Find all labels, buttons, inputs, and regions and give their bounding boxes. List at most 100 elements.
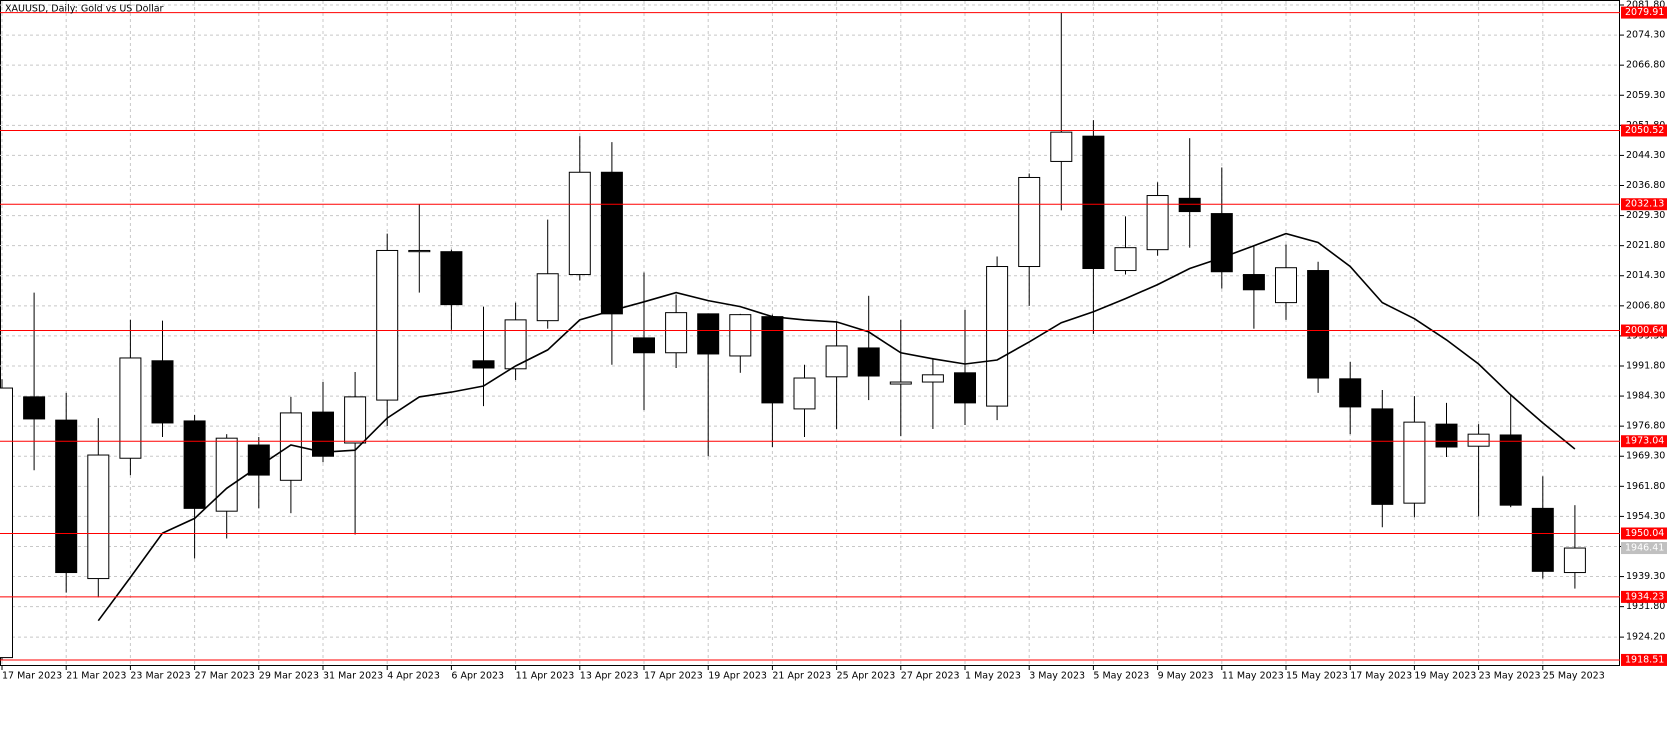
candle-body (183, 420, 206, 509)
candle-body (215, 437, 238, 512)
candle-body (954, 372, 976, 404)
y-tick-label: 2059.30 (1626, 90, 1665, 101)
candle-body (889, 381, 912, 385)
x-tick-label: 9 May 2023 (1158, 671, 1214, 682)
y-tick-label: 2029.30 (1626, 210, 1665, 221)
x-tick-label: 3 May 2023 (1029, 671, 1085, 682)
candle-body (921, 374, 944, 383)
level-tag (1621, 124, 1667, 137)
level-label: 2050.52 (1625, 125, 1664, 136)
y-tick-label: 2044.30 (1626, 150, 1665, 161)
level-tag (1621, 527, 1667, 540)
x-tick-label: 17 May 2023 (1350, 671, 1412, 682)
candle-body (697, 313, 720, 355)
marks (0, 12, 1620, 661)
candle-body (857, 347, 880, 377)
x-tick-label: 21 Apr 2023 (772, 671, 831, 682)
candle-body (1563, 547, 1586, 574)
level-label: 1950.04 (1625, 528, 1664, 539)
y-tick-label: 1961.80 (1626, 481, 1665, 492)
x-tick-label: 23 May 2023 (1479, 671, 1541, 682)
candle-body (1307, 270, 1330, 379)
moving-average (97, 232, 1576, 622)
level-tag (1621, 198, 1667, 211)
y-tick-label: 2006.80 (1626, 300, 1665, 311)
x-tick-label: 15 May 2023 (1286, 671, 1348, 682)
candle-body (793, 377, 816, 410)
candle-body (986, 266, 1009, 407)
y-tick-label: 2081.80 (1626, 0, 1665, 11)
candle-body (472, 360, 495, 369)
x-tick-label: 21 Mar 2023 (66, 671, 126, 682)
x-tick-label: 31 Mar 2023 (323, 671, 383, 682)
candle-body (1371, 408, 1394, 505)
level-tag (1621, 653, 1667, 666)
candle-body (1275, 267, 1297, 304)
candle-body (1210, 213, 1233, 273)
y-tick-label: 2066.80 (1626, 60, 1665, 71)
x-tick-label: 13 Apr 2023 (580, 671, 639, 682)
x-tick-label: 25 May 2023 (1543, 671, 1605, 682)
x-tick-label: 5 May 2023 (1093, 671, 1149, 682)
y-tick-label: 2021.80 (1626, 240, 1665, 251)
candle-body (1082, 135, 1105, 270)
x-tick-label: 29 Mar 2023 (259, 671, 319, 682)
candle-body (633, 337, 655, 354)
level-tag (1621, 435, 1667, 448)
candle-body (344, 396, 367, 444)
y-tick-label: 2036.80 (1626, 180, 1665, 191)
x-tick-label: 11 Apr 2023 (516, 671, 575, 682)
x-tick-label: 17 Mar 2023 (2, 671, 62, 682)
candle-body (1531, 507, 1554, 572)
y-tick-label: 1954.30 (1626, 511, 1665, 522)
level-label: 1934.23 (1625, 591, 1664, 602)
level-label: 1918.51 (1625, 654, 1664, 665)
candle-body (665, 312, 688, 354)
y-tick-label: 1939.30 (1626, 571, 1665, 582)
y-tick-label: 1924.20 (1626, 632, 1665, 643)
y-tick-label: 1984.30 (1626, 391, 1665, 402)
candle-body (0, 387, 13, 659)
candle-body (376, 249, 399, 401)
labels: 2081.802074.302066.802059.302051.802044.… (2, 0, 1667, 682)
candle-body (504, 319, 527, 370)
candle-body (1499, 434, 1522, 506)
candle-body (23, 396, 46, 420)
candle-body (1403, 421, 1426, 504)
x-tick-label: 23 Mar 2023 (130, 671, 190, 682)
y-tick-label: 1976.80 (1626, 421, 1665, 432)
x-tick-label: 19 Apr 2023 (708, 671, 767, 682)
x-tick-label: 1 May 2023 (965, 671, 1021, 682)
candle-body (1242, 274, 1265, 291)
candle-body (729, 314, 752, 357)
x-tick-label: 17 Apr 2023 (644, 671, 703, 682)
candle-body (568, 171, 591, 276)
y-tick-label: 1991.80 (1626, 360, 1665, 371)
level-tag (1621, 6, 1667, 19)
candle-body (55, 419, 78, 574)
x-tick-label: 19 May 2023 (1414, 671, 1476, 682)
candle-body (312, 411, 334, 457)
x-tick-label: 6 Apr 2023 (451, 671, 504, 682)
x-tick-label: 4 Apr 2023 (387, 671, 440, 682)
chart-title: XAUUSD, Daily: Gold vs US Dollar (5, 4, 164, 15)
candle-body (1467, 433, 1490, 447)
x-tick-label: 27 Mar 2023 (195, 671, 255, 682)
level-label: 2032.13 (1625, 199, 1664, 210)
plot-frame (0, 0, 1620, 666)
candle-body (119, 357, 142, 459)
x-tick-label: 11 May 2023 (1222, 671, 1284, 682)
x-tick-label: 25 Apr 2023 (837, 671, 896, 682)
level-label: 2079.91 (1625, 7, 1664, 18)
level-label: 2000.64 (1625, 325, 1664, 336)
current-price-tag (1621, 542, 1667, 555)
x-tick-label: 27 Apr 2023 (901, 671, 960, 682)
candle-body (1339, 378, 1362, 408)
candle-body (1146, 195, 1169, 251)
level-label: 1973.04 (1625, 436, 1664, 447)
candle-body (151, 360, 174, 424)
candle-body (440, 251, 463, 306)
current-price-label: 1946.41 (1625, 543, 1664, 554)
candle-body (1114, 247, 1137, 272)
